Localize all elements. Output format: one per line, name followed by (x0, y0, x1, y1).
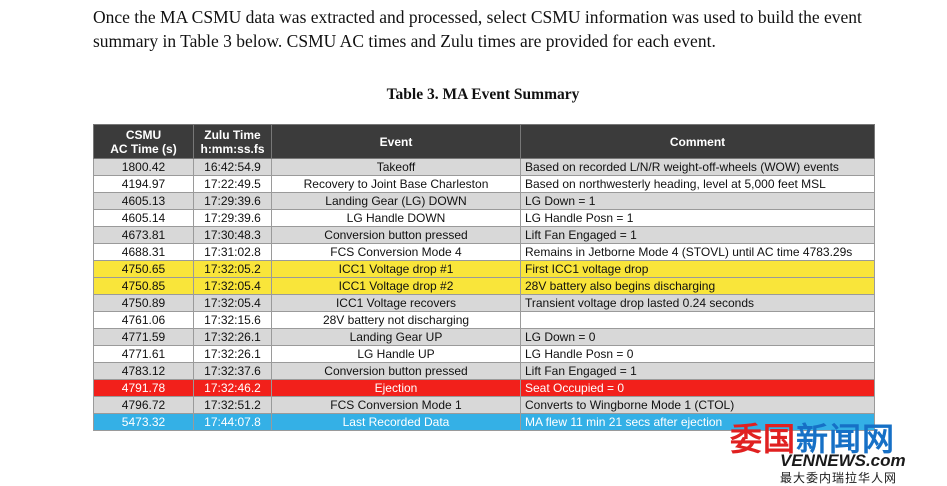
cell-ac-time: 4194.97 (93, 175, 194, 193)
table-row: 1800.42 16:42:54.9 Takeoff Based on recorde… (93, 158, 875, 176)
cell-zulu-time: 17:32:05.4 (193, 277, 272, 295)
cell-event: Ejection (271, 379, 521, 397)
header-zulu-time-line2: h:mm:ss.fs (200, 141, 265, 156)
table-row: 5473.32 17:44:07.8 Last Recorded Data MA fl… (93, 413, 875, 431)
header-ac-time: CSMU AC Time (s) (93, 124, 194, 159)
table-row: 4194.97 17:22:49.5 Recovery to Joint Base … (93, 175, 875, 193)
cell-event: LG Handle DOWN (271, 209, 521, 227)
cell-event: LG Handle UP (271, 345, 521, 363)
table-row: 4605.14 17:29:39.6 LG Handle DOWN LG Handle… (93, 209, 875, 227)
header-zulu-time: Zulu Time h:mm:ss.fs (193, 124, 272, 159)
cell-comment: 28V battery also begins discharging (520, 277, 875, 295)
cell-zulu-time: 17:32:51.2 (193, 396, 272, 414)
table-row: 4750.85 17:32:05.4 ICC1 Voltage drop #2 28V… (93, 277, 875, 295)
watermark-cn: 委国新闻网 (730, 414, 895, 460)
cell-ac-time: 4791.78 (93, 379, 194, 397)
cell-zulu-time: 17:30:48.3 (193, 226, 272, 244)
cell-event: ICC1 Voltage recovers (271, 294, 521, 312)
cell-comment: Converts to Wingborne Mode 1 (CTOL) (520, 396, 875, 414)
cell-comment: Based on recorded L/N/R weight-off-wheel… (520, 158, 875, 176)
table-row: 4750.89 17:32:05.4 ICC1 Voltage recovers Tr… (93, 294, 875, 312)
cell-comment: Seat Occupied = 0 (520, 379, 875, 397)
cell-event: Conversion button pressed (271, 226, 521, 244)
cell-event: ICC1 Voltage drop #2 (271, 277, 521, 295)
cell-zulu-time: 17:32:46.2 (193, 379, 272, 397)
table-row: 4771.61 17:32:26.1 LG Handle UP LG Handle P… (93, 345, 875, 363)
cell-comment: LG Handle Posn = 0 (520, 345, 875, 363)
cell-zulu-time: 17:22:49.5 (193, 175, 272, 193)
cell-comment: Lift Fan Engaged = 1 (520, 226, 875, 244)
table-row: 4605.13 17:29:39.6 Landing Gear (LG) DOWN L… (93, 192, 875, 210)
cell-zulu-time: 17:32:37.6 (193, 362, 272, 380)
cell-ac-time: 4761.06 (93, 311, 194, 329)
cell-ac-time: 4605.14 (93, 209, 194, 227)
cell-comment (520, 311, 875, 329)
cell-zulu-time: 17:29:39.6 (193, 209, 272, 227)
cell-comment: Remains in Jetborne Mode 4 (STOVL) until… (520, 243, 875, 261)
intro-paragraph: Once the MA CSMU data was extracted and … (93, 7, 862, 51)
cell-event: ICC1 Voltage drop #1 (271, 260, 521, 278)
cell-zulu-time: 17:32:15.6 (193, 311, 272, 329)
cell-event: Last Recorded Data (271, 413, 521, 431)
header-comment: Comment (520, 124, 875, 159)
table-row: 4783.12 17:32:37.6 Conversion button press… (93, 362, 875, 380)
table-caption: Table 3. MA Event Summary (386, 86, 580, 103)
header-ac-time-line1: CSMU (125, 127, 162, 142)
cell-ac-time: 4771.61 (93, 345, 194, 363)
cell-zulu-time: 17:32:26.1 (193, 345, 272, 363)
cell-event: 28V battery not discharging (271, 311, 521, 329)
cell-comment: Lift Fan Engaged = 1 (520, 362, 875, 380)
cell-event: Landing Gear (LG) DOWN (271, 192, 521, 210)
table-row: 4750.65 17:32:05.2 ICC1 Voltage drop #1 Fir… (93, 260, 875, 278)
cell-ac-time: 4750.89 (93, 294, 194, 312)
cell-ac-time: 4771.59 (93, 328, 194, 346)
cell-event: Conversion button pressed (271, 362, 521, 380)
cell-ac-time: 1800.42 (93, 158, 194, 176)
event-summary-table: CSMU AC Time (s) Zulu Time h:mm:ss.fs Ev… (93, 124, 875, 431)
cell-comment: LG Handle Posn = 1 (520, 209, 875, 227)
cell-comment: First ICC1 voltage drop (520, 260, 875, 278)
cell-zulu-time: 17:31:02.8 (193, 243, 272, 261)
cell-comment: LG Down = 1 (520, 192, 875, 210)
cell-comment: LG Down = 0 (520, 328, 875, 346)
cell-zulu-time: 17:44:07.8 (193, 413, 272, 431)
cell-ac-time: 5473.32 (93, 413, 194, 431)
table-row: 4761.06 17:32:15.6 28V battery not dischar… (93, 311, 875, 329)
cell-ac-time: 4783.12 (93, 362, 194, 380)
header-zulu-time-line1: Zulu Time (204, 127, 261, 142)
cell-zulu-time: 17:32:05.2 (193, 260, 272, 278)
cell-zulu-time: 17:29:39.6 (193, 192, 272, 210)
watermark-en: VENNEWS.com (780, 451, 906, 470)
table-row: 4791.78 17:32:46.2 Ejection Seat Occupied =… (93, 379, 875, 397)
cell-event: Landing Gear UP (271, 328, 521, 346)
table-row: 4688.31 17:31:02.8 FCS Conversion Mode 4 Re… (93, 243, 875, 261)
cell-ac-time: 4605.13 (93, 192, 194, 210)
header-event: Event (271, 124, 521, 159)
watermark-logo: 委国新闻网 VENNEWS.com 最大委内瑞拉华人网 (730, 414, 945, 485)
watermark-cn-part1: 委国 (730, 420, 797, 458)
cell-zulu-time: 17:32:05.4 (193, 294, 272, 312)
table-header-row: CSMU AC Time (s) Zulu Time h:mm:ss.fs Ev… (93, 124, 875, 159)
table-row: 4771.59 17:32:26.1 Landing Gear UP LG Down … (93, 328, 875, 346)
cell-zulu-time: 17:32:26.1 (193, 328, 272, 346)
cell-ac-time: 4796.72 (93, 396, 194, 414)
table-row: 4673.81 17:30:48.3 Conversion button press… (93, 226, 875, 244)
cell-ac-time: 4750.65 (93, 260, 194, 278)
cell-event: FCS Conversion Mode 4 (271, 243, 521, 261)
cell-comment: MA flew 11 min 21 secs after ejection (520, 413, 875, 431)
cell-ac-time: 4688.31 (93, 243, 194, 261)
cell-event: FCS Conversion Mode 1 (271, 396, 521, 414)
cell-ac-time: 4750.85 (93, 277, 194, 295)
watermark-sub: 最大委内瑞拉华人网 (780, 471, 898, 485)
header-ac-time-line2: AC Time (s) (110, 141, 177, 156)
cell-comment: Transient voltage drop lasted 0.24 secon… (520, 294, 875, 312)
cell-ac-time: 4673.81 (93, 226, 194, 244)
cell-event: Takeoff (271, 158, 521, 176)
cell-comment: Based on northwesterly heading, level at… (520, 175, 875, 193)
watermark-cn-part2: 新闻网 (796, 420, 896, 458)
table-row: 4796.72 17:32:51.2 FCS Conversion Mode 1 Co… (93, 396, 875, 414)
cell-event: Recovery to Joint Base Charleston (271, 175, 521, 193)
cell-zulu-time: 16:42:54.9 (193, 158, 272, 176)
